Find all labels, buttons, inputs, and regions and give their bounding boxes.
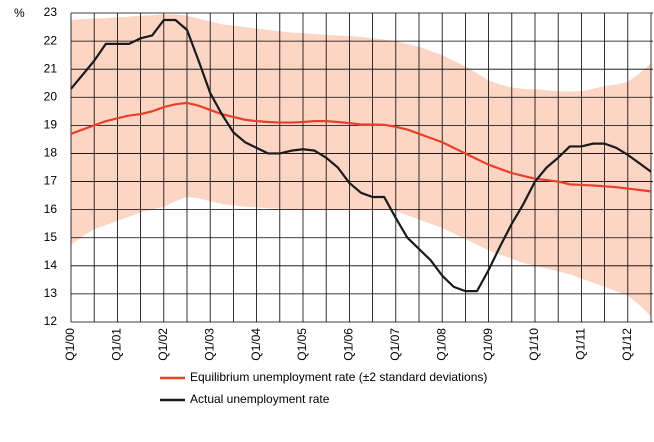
x-tick-label: Q1/01 <box>110 328 124 361</box>
x-tick-label: Q1/10 <box>527 328 541 361</box>
y-tick-label: 21 <box>44 61 58 75</box>
series-line <box>70 18 652 293</box>
x-tick-label: Q1/05 <box>295 328 309 361</box>
x-tick-label: Q1/04 <box>249 328 263 361</box>
y-tick-label: 20 <box>44 89 58 103</box>
series-line <box>70 101 652 193</box>
x-tick-label: Q1/08 <box>434 328 448 361</box>
x-tick-label: Q1/12 <box>620 328 634 361</box>
y-axis-label: % <box>14 6 25 20</box>
y-tick-label: 23 <box>44 5 58 19</box>
x-tick-label: Q1/06 <box>342 328 356 361</box>
y-tick-label: 13 <box>44 286 58 300</box>
x-tick-label: Q1/09 <box>481 328 495 361</box>
y-tick-label: 12 <box>44 314 58 328</box>
y-tick-label: 16 <box>44 202 58 216</box>
x-tick-label: Q1/03 <box>202 328 216 361</box>
x-tick-label: Q1/00 <box>63 328 77 361</box>
x-tick-label: Q1/02 <box>156 328 170 361</box>
legend-label: Actual unemployment rate <box>190 392 330 406</box>
y-tick-label: 17 <box>44 174 58 188</box>
y-tick-label: 19 <box>44 118 58 132</box>
y-tick-label: 15 <box>44 230 58 244</box>
y-tick-label: 14 <box>44 258 58 272</box>
legend-label: Equilibrium unemployment rate (±2 standa… <box>190 370 487 384</box>
y-tick-label: 18 <box>44 146 58 160</box>
x-tick-label: Q1/07 <box>388 328 402 361</box>
y-tick-label: 22 <box>44 33 58 47</box>
band <box>71 14 651 317</box>
x-tick-label: Q1/11 <box>574 328 588 360</box>
